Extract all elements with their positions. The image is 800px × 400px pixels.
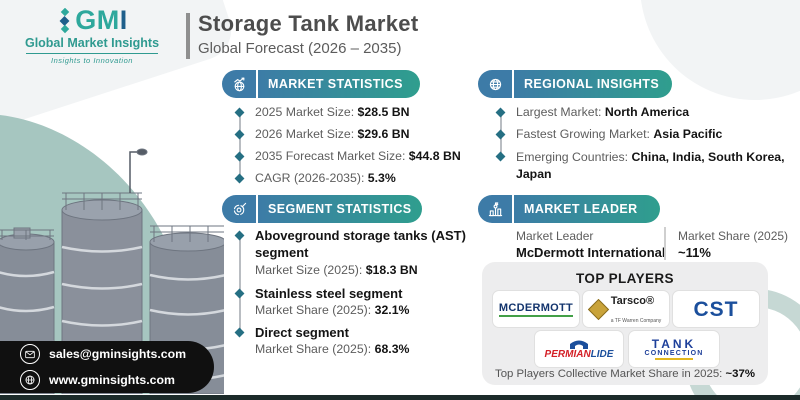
- bullet-diamond: [234, 288, 245, 299]
- permian-arch-icon: [570, 340, 588, 349]
- globe-icon: [20, 370, 40, 390]
- top-players-title: TOP PLAYERS: [576, 271, 674, 286]
- regional-fastest-growing: Fastest Growing Market: Asia Pacific: [516, 127, 723, 141]
- bullet-track: [239, 236, 241, 333]
- section-header-market-statistics: MARKET STATISTICS: [222, 70, 420, 98]
- segment-direct-name: Direct segment: [255, 325, 349, 340]
- market-leader-name: McDermott International: [516, 245, 666, 260]
- player-logo-tarsco: Tarsco® a TF Warren Company: [582, 290, 670, 328]
- regional-largest-market: Largest Market: North America: [516, 105, 690, 119]
- bullet-diamond: [234, 230, 245, 241]
- segment-ast-size: Market Size (2025): $18.3 BN: [255, 263, 418, 277]
- section-header-market-leader: MARKET LEADER: [478, 195, 660, 223]
- tarsco-diamond-icon: [587, 298, 609, 320]
- bullet-diamond: [495, 107, 506, 118]
- tank-connection-underline: [655, 358, 693, 361]
- envelope-icon: [20, 344, 40, 364]
- title-divider-bar: [186, 13, 190, 59]
- segment-ast-name: Aboveground storage tanks (AST) segment: [255, 228, 466, 260]
- market-leader-label: Market Leader: [516, 229, 594, 243]
- gmi-logo-diamonds-icon: [59, 7, 70, 33]
- top-players-share: Top Players Collective Market Share in 2…: [495, 368, 755, 380]
- globe-icon: [478, 70, 514, 98]
- bullet-diamond: [495, 129, 506, 140]
- page-title: Storage Tank Market: [198, 11, 419, 36]
- bullet-diamond: [495, 151, 506, 162]
- segment-stainless-name: Stainless steel segment: [255, 286, 403, 301]
- gmi-logo-divider: [26, 53, 158, 54]
- bullet-diamond: [234, 129, 245, 140]
- contact-website[interactable]: www.gminsights.com: [20, 370, 214, 390]
- gmi-logo-name: Global Market Insights: [24, 36, 160, 50]
- gmi-brand: GMI: [75, 5, 128, 35]
- regional-emerging-countries: Emerging Countries: China, India, South …: [516, 150, 785, 182]
- market-share-label: Market Share (2025): [678, 229, 789, 243]
- bullet-diamond: [234, 107, 245, 118]
- segment-direct-share: Market Share (2025): 68.3%: [255, 342, 410, 356]
- stat-2026-market-size: 2026 Market Size: $29.6 BN: [255, 127, 410, 141]
- page-subtitle: Global Forecast (2026 – 2035): [198, 40, 402, 57]
- section-header-regional-insights: REGIONAL INSIGHTS: [478, 70, 672, 98]
- stat-cagr: CAGR (2026-2035): 5.3%: [255, 171, 396, 185]
- top-players-panel: TOP PLAYERS MCDERMOTT Tarsco® a TF Warre…: [482, 262, 768, 385]
- gmi-logo-tagline: Insights to Innovation: [51, 56, 133, 65]
- stat-2035-forecast: 2035 Forecast Market Size: $44.8 BN: [255, 149, 461, 163]
- segment-stainless-share: Market Share (2025): 32.1%: [255, 303, 410, 317]
- market-leader-divider: [664, 227, 666, 260]
- bullet-track: [239, 113, 241, 179]
- stat-2025-market-size: 2025 Market Size: $28.5 BN: [255, 105, 410, 119]
- section-header-segment-statistics: SEGMENT STATISTICS: [222, 195, 422, 223]
- contact-email[interactable]: sales@gminsights.com: [20, 344, 214, 364]
- contact-panel: sales@gminsights.com www.gminsights.com: [0, 341, 214, 393]
- bullet-diamond: [234, 151, 245, 162]
- player-logo-permian-lide: PERMIANLIDE: [534, 330, 624, 368]
- gmi-logo: GMI Global Market Insights Insights to I…: [16, 5, 168, 66]
- pie-chart-icon: [222, 195, 258, 223]
- market-share-value: ~11%: [678, 245, 711, 260]
- leader-podium-icon: [478, 195, 514, 223]
- bottom-accent-strip: [0, 395, 800, 400]
- bullet-diamond: [234, 173, 245, 184]
- bullet-diamond: [234, 327, 245, 338]
- player-logo-cst: CST: [672, 290, 760, 328]
- player-logo-mcdermott: MCDERMOTT: [492, 290, 580, 328]
- player-logo-tank-connection: TANK CONNECTION: [628, 330, 720, 368]
- globe-trend-icon: [222, 70, 258, 98]
